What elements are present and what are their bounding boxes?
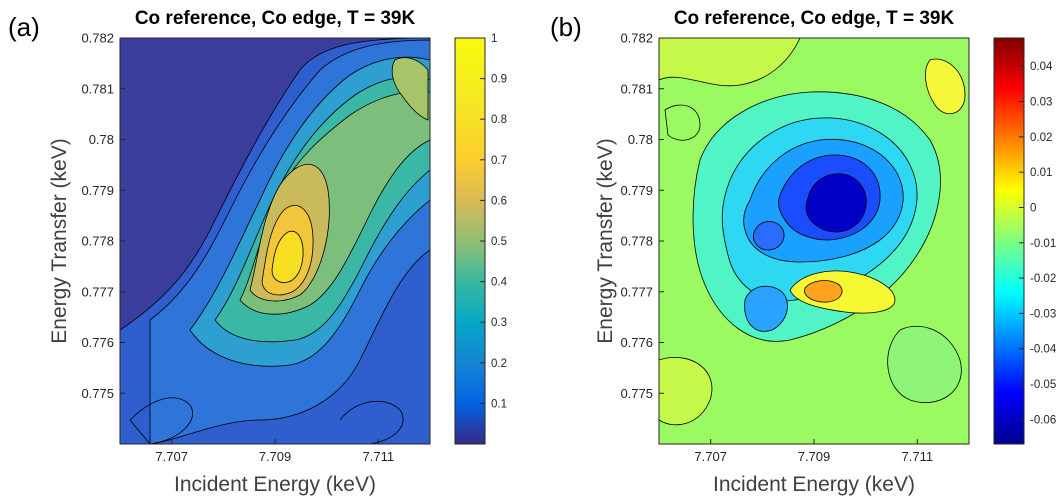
chart-a-colorbar-tick-label: 0.4 — [491, 277, 508, 289]
panel-a-label: (a) — [8, 12, 40, 42]
chart-b-colorbar-tick-label: -0.03 — [1030, 308, 1056, 320]
chart-b-contour-1 — [664, 104, 701, 141]
chart-b-region-max-core — [804, 280, 843, 303]
chart-b-colorbar-tick-label: 0.03 — [1030, 97, 1052, 109]
chart-b-xtick-label: 7.711 — [902, 449, 934, 464]
chart-b-contour-3 — [659, 357, 713, 426]
chart-b-ytick-label: 0.777 — [620, 284, 653, 299]
chart-a-region-peak — [271, 230, 304, 283]
chart-b-contour-2 — [887, 326, 962, 403]
chart-a-ytick-label: 0.782 — [81, 31, 114, 46]
chart-a-colorbar-tick-label: 0.7 — [491, 155, 507, 167]
chart-a-colorbar-ticks: 0.1 0.2 0.3 0.4 0.5 0.6 0.7 0.8 0.9 1 — [480, 33, 508, 410]
chart-a: Co reference, Co edge, T = 39K 7.707 7.70… — [48, 8, 508, 496]
chart-b-region-min — [805, 173, 867, 233]
chart-a-ytick-label: 0.775 — [81, 386, 114, 401]
chart-b-colorbar-tick-label: -0.02 — [1030, 273, 1056, 285]
chart-a-colorbar-tick-label: 0.9 — [491, 74, 507, 86]
chart-a-xtick-label: 7.711 — [363, 449, 395, 464]
chart-b-colorbar-tick-label: -0.01 — [1030, 238, 1056, 250]
chart-a-region-ridge-end — [391, 57, 429, 121]
chart-b-ylabel: Energy Transfer (keV) — [594, 138, 617, 343]
chart-a-colorbar-tick-label: 0.1 — [491, 398, 507, 410]
chart-b-colorbar-tick-label: 0 — [1030, 202, 1036, 214]
chart-b-colorbar-tick-label: 0.04 — [1030, 61, 1053, 73]
chart-b-ytick-label: 0.781 — [620, 81, 653, 96]
chart-b-ytick-label: 0.776 — [620, 335, 653, 350]
chart-b-region-top — [659, 38, 801, 87]
chart-a-ytick-label: 0.777 — [81, 284, 114, 299]
chart-a-colorbar-tick-label: 0.5 — [491, 236, 507, 248]
chart-a-axes: 7.707 7.709 7.711 0.775 0.776 0.777 0.778 0.779… — [81, 31, 394, 465]
chart-b-colorbar-tick-label: -0.06 — [1030, 414, 1056, 426]
chart-a-ytick-label: 0.781 — [81, 81, 114, 96]
chart-b-ytick-label: 0.779 — [620, 183, 653, 198]
chart-b-contour-4 — [925, 58, 966, 115]
chart-a-xtick-label: 7.707 — [155, 449, 188, 464]
chart-a-colorbar-tick-label: 0.8 — [491, 114, 507, 126]
chart-b-ytick-label: 0.775 — [620, 386, 653, 401]
chart-b-colorbar-ticks: 0.04 0.03 0.02 0.01 0 -0.01 -0.02 -0.03 -0.04 -0.… — [1019, 61, 1057, 426]
chart-a-xtick-label: 7.709 — [259, 449, 292, 464]
chart-b-colorbar — [993, 37, 1025, 445]
chart-b-colorbar-tick-label: -0.04 — [1030, 344, 1057, 356]
chart-b-region-min-lower — [744, 285, 788, 332]
chart-a-contour-low — [129, 397, 193, 444]
chart-b-xtick-label: 7.707 — [694, 449, 727, 464]
chart-b-plot-area — [659, 38, 969, 444]
panel-b-label: (b) — [550, 12, 582, 42]
chart-b-ytick-label: 0.78 — [628, 132, 653, 147]
chart-a-plot-area — [120, 38, 430, 444]
chart-b: Co reference, Co edge, T = 39K 7.707 7.70… — [594, 8, 1057, 496]
chart-a-ytick-label: 0.776 — [81, 335, 114, 350]
chart-a-ytick-label: 0.778 — [81, 234, 114, 249]
chart-a-xlabel: Incident Energy (keV) — [174, 473, 376, 496]
chart-a-title: Co reference, Co edge, T = 39K — [135, 8, 416, 29]
chart-a-colorbar-tick-label: 0.6 — [491, 195, 507, 207]
chart-b-colorbar-tick-label: 0.01 — [1030, 167, 1052, 179]
chart-b-title: Co reference, Co edge, T = 39K — [674, 8, 955, 29]
chart-b-axes: 7.707 7.709 7.711 0.775 0.776 0.777 0.778 0.779… — [620, 31, 933, 465]
chart-b-xlabel: Incident Energy (keV) — [713, 473, 915, 496]
chart-b-colorbar-tick-label: 0.02 — [1030, 132, 1052, 144]
chart-b-region-min-left — [753, 221, 785, 251]
chart-a-ylabel: Energy Transfer (keV) — [48, 138, 71, 343]
chart-a-contour-low-2 — [339, 401, 404, 444]
chart-b-ytick-label: 0.782 — [620, 31, 653, 46]
chart-b-ytick-label: 0.778 — [620, 234, 653, 249]
chart-b-colorbar-tick-label: -0.05 — [1030, 379, 1056, 391]
chart-a-ytick-label: 0.78 — [89, 132, 114, 147]
chart-a-colorbar-tick-label: 1 — [491, 33, 497, 45]
chart-a-colorbar-tick-label: 0.2 — [491, 358, 507, 370]
chart-a-ytick-label: 0.779 — [81, 183, 114, 198]
chart-a-colorbar-tick-label: 0.3 — [491, 317, 507, 329]
chart-b-xtick-label: 7.709 — [798, 449, 831, 464]
